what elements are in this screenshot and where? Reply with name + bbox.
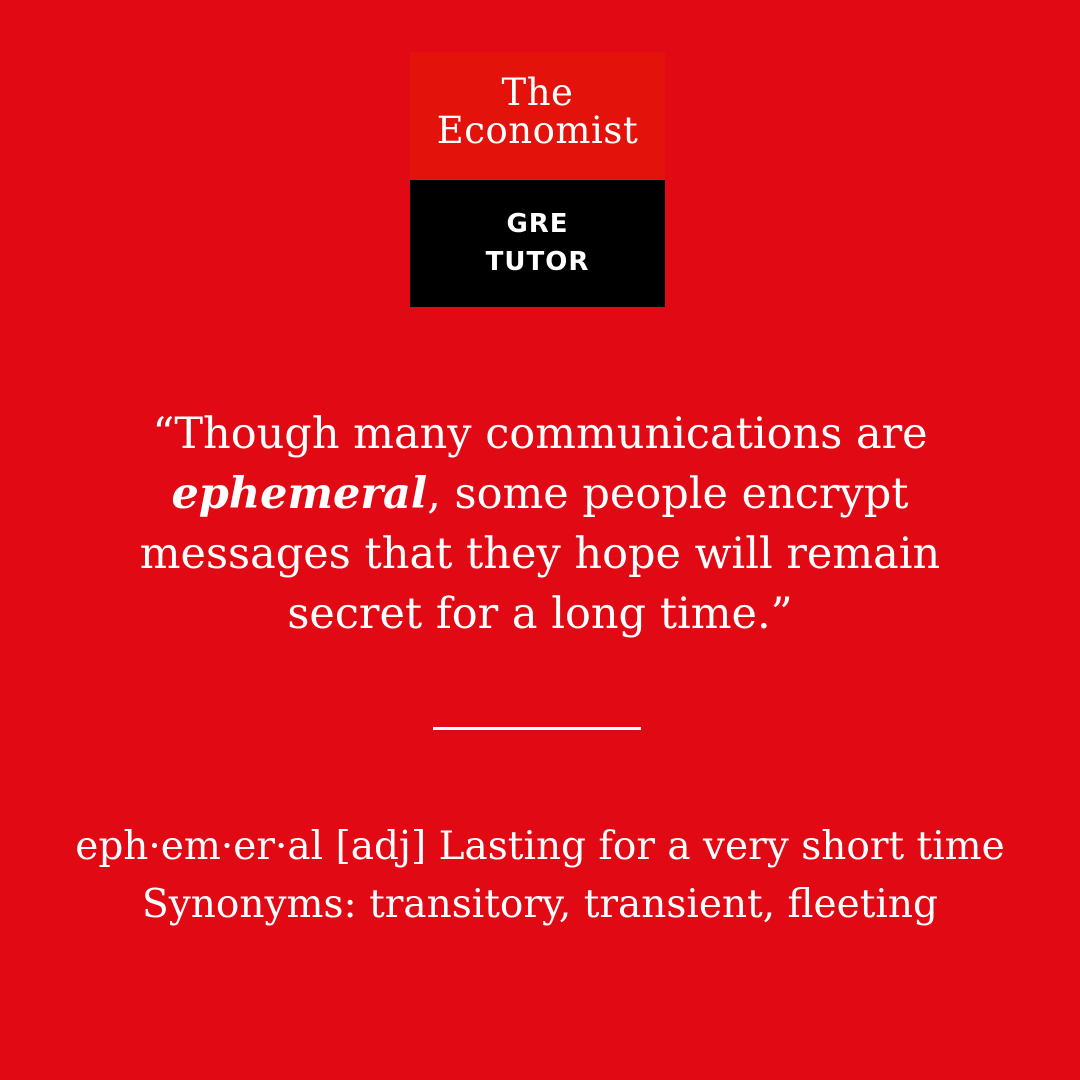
word-definition: eph·em·er·al [adj] Lasting for a very sh… <box>40 818 1040 934</box>
synonyms-line: Synonyms: transitory, transient, fleetin… <box>142 882 938 927</box>
highlighted-word: ephemeral <box>171 469 428 519</box>
divider-line <box>433 727 641 730</box>
definition-line: eph·em·er·al [adj] Lasting for a very sh… <box>75 824 1005 869</box>
quote-line-3: messages that they hope will remain <box>139 529 941 579</box>
quote-line-2: ephemeral, some people encrypt <box>100 464 980 524</box>
quote-line-2-rest: , some people encrypt <box>427 469 909 519</box>
quote-line-1: “Though many communications are <box>152 409 928 459</box>
logo-masthead: The Economist <box>410 52 665 180</box>
logo-text-the: The <box>501 71 574 114</box>
quote-line-4: secret for a long time.” <box>287 589 793 639</box>
logo-text-economist: Economist <box>436 109 639 152</box>
economist-gre-tutor-logo: The Economist GRE TUTOR <box>410 52 665 307</box>
logo-tag-gre: GRE <box>506 209 569 239</box>
example-quote: “Though many communications are ephemera… <box>100 404 980 644</box>
logo-tag: GRE TUTOR <box>410 180 665 307</box>
logo-tag-tutor: TUTOR <box>485 247 590 277</box>
